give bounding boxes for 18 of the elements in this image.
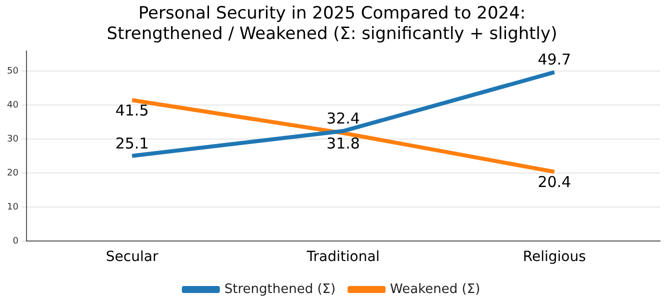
chart-title: Personal Security in 2025 Compared to 2024: Strengthened / Weakened (Σ: significantly + slightly) [106,4,558,44]
y-tick-label: 50 [7,66,19,77]
legend-label: Strengthened (Σ) [224,282,336,297]
data-label: 20.4 [538,173,572,192]
y-tick-label: 40 [7,100,19,111]
data-label: 32.4 [326,109,360,128]
y-tick-label: 10 [7,202,19,213]
legend-label: Weakened (Σ) [390,282,480,297]
y-tick-label: 30 [7,134,19,145]
x-tick-label: Traditional [306,249,380,266]
y-tick-label: 20 [7,168,19,179]
data-label: 31.8 [326,134,360,152]
y-tick-label: 0 [12,236,19,247]
data-label: 49.7 [538,50,572,69]
x-tick-label: Secular [106,249,158,266]
data-label: 41.5 [115,101,149,120]
x-tick-label: Religious [522,249,586,266]
data-label: 25.1 [115,134,149,152]
